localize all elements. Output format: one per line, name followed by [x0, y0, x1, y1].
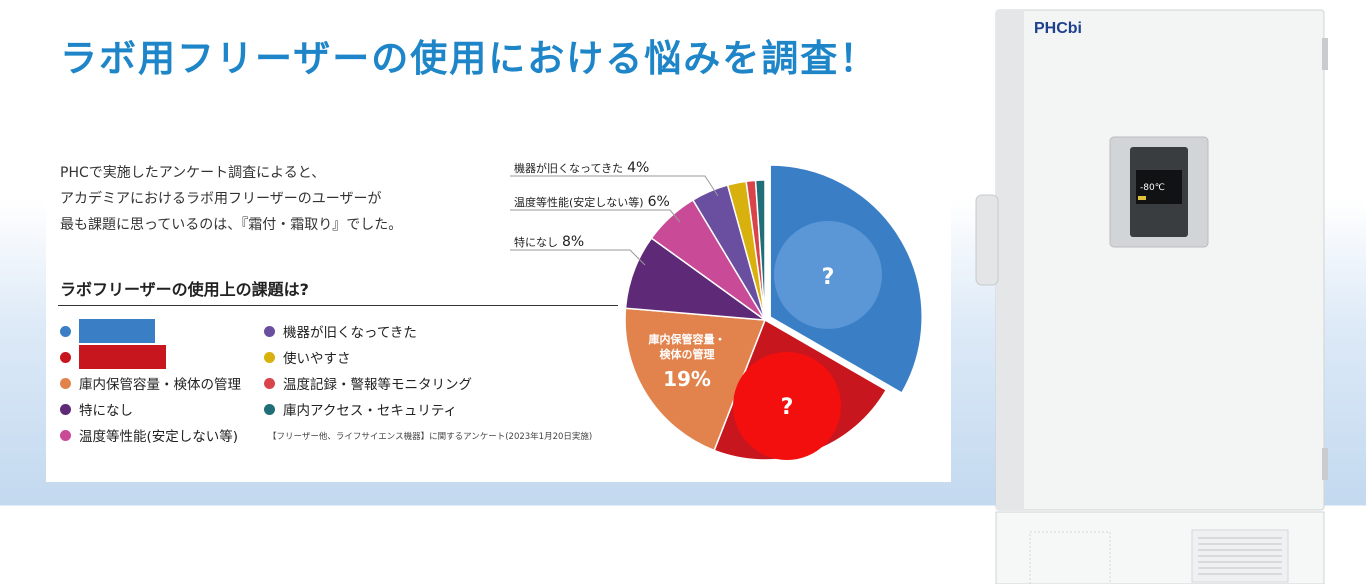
freezer-body [995, 9, 1325, 511]
legend-label: 温度等性能(安定しない等) [79, 429, 239, 445]
callout-line [510, 249, 646, 266]
chart-subtitle: ラボフリーザーの使用上の課題は? [60, 280, 309, 299]
hinge [1322, 38, 1328, 70]
callout-label: 特になし 8% [514, 234, 584, 250]
legend-dot [264, 403, 275, 415]
slice-label: 検体の管理 [660, 347, 715, 361]
intro-line: 最も課題に思っているのは、『霜付・霜取り』でした。 [60, 217, 403, 233]
base-panel [1029, 531, 1111, 584]
source-note: 【フリーザー他、ライフサイエンス機器】に関するアンケート(2023年1月20日実… [268, 432, 593, 442]
legend-item [60, 344, 241, 370]
legend-item: 温度等性能(安定しない等) [60, 422, 241, 448]
legend-item: 機器が旧くなってきた [264, 318, 472, 344]
legend-dot [264, 325, 275, 337]
legend-dot [60, 377, 71, 389]
legend-dot [60, 403, 71, 415]
display-temperature: -80℃ [1140, 183, 1165, 193]
page-title: ラボ用フリーザーの使用における悩みを調査！ [60, 37, 879, 80]
legend-dot [60, 429, 71, 441]
legend-column-1: 庫内保管容量・検体の管理 特になし 温度等性能(安定しない等) [60, 318, 241, 448]
door-handle [975, 194, 999, 286]
question-mark: ? [781, 395, 794, 420]
pie-slice [624, 307, 767, 452]
intro-line: アカデミアにおけるラボ用フリーザーのユーザーが [60, 191, 382, 207]
hidden-answer-circle [774, 221, 882, 329]
redacted-label [79, 345, 166, 369]
vent-grille [1191, 529, 1289, 583]
slice-label: 庫内保管容量・ [649, 332, 726, 346]
display-indicator [1138, 196, 1146, 200]
redacted-label [79, 319, 155, 343]
freezer-image: PHCbi -80℃ [975, 9, 1328, 584]
callout-label: 機器が旧くなってきた 4% [514, 160, 649, 176]
legend-item: 庫内保管容量・検体の管理 [60, 370, 241, 396]
intro-line: PHCで実施したアンケート調査によると、 [60, 165, 326, 181]
legend-dot [264, 377, 275, 389]
hidden-answer-circle [733, 352, 841, 460]
callout-label: 温度等性能(安定しない等) 6% [514, 194, 670, 210]
legend-label: 使いやすさ [283, 351, 351, 367]
pie-chart: 機器が旧くなってきた 4% 温度等性能(安定しない等) 6% 特になし 8% ? ? … [510, 160, 923, 461]
subtitle-divider [58, 305, 618, 306]
legend-label: 温度記録・警報等モニタリング [283, 377, 472, 393]
pie-slices [624, 164, 923, 461]
hinge [1322, 448, 1328, 480]
legend-label: 庫内アクセス・セキュリティ [283, 403, 458, 419]
callout-line [510, 175, 719, 197]
slice-percent: 19% [663, 367, 711, 391]
legend-label: 機器が旧くなってきた [283, 325, 417, 341]
legend-dot [60, 351, 71, 363]
legend-item: 特になし [60, 396, 241, 422]
freezer-side [996, 10, 1024, 510]
pie-slice [754, 179, 766, 321]
callout-line [510, 209, 681, 223]
legend-item: 温度記録・警報等モニタリング [264, 370, 472, 396]
legend-label: 庫内保管容量・検体の管理 [79, 377, 241, 393]
legend-item [60, 318, 241, 344]
brand-logo: PHCbi [1034, 20, 1082, 37]
intro-text: PHCで実施したアンケート調査によると、 アカデミアにおけるラボ用フリーザーのユ… [60, 160, 500, 238]
legend-dot [60, 325, 71, 337]
legend-column-2: 機器が旧くなってきた 使いやすさ 温度記録・警報等モニタリング 庫内アクセス・セ… [264, 318, 472, 422]
legend-label: 特になし [79, 403, 133, 419]
legend-item: 庫内アクセス・セキュリティ [264, 396, 472, 422]
legend-dot [264, 351, 275, 363]
legend-item: 使いやすさ [264, 344, 472, 370]
question-mark: ? [822, 265, 835, 290]
